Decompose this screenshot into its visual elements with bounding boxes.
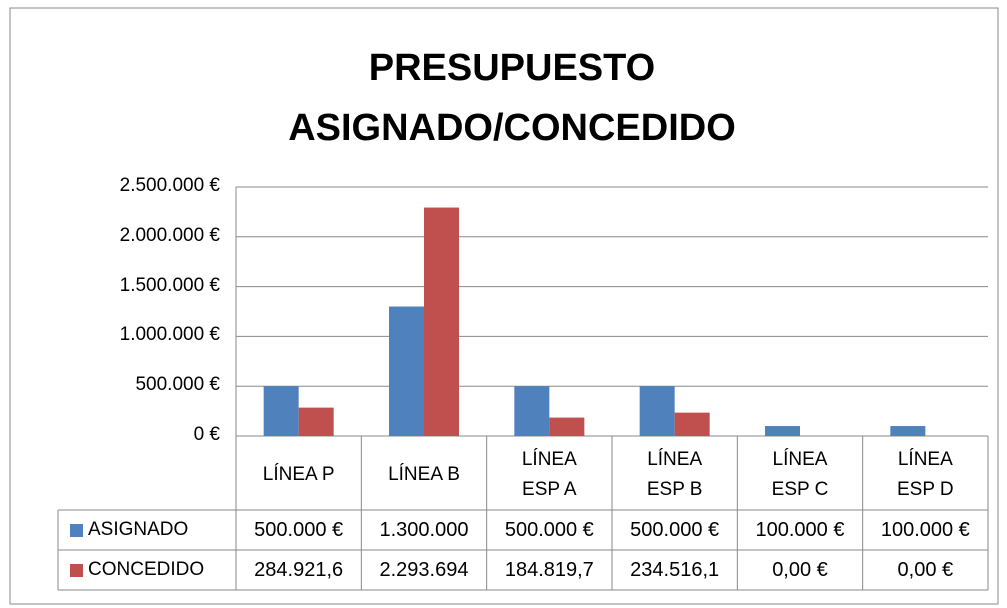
bar bbox=[765, 426, 800, 436]
bar bbox=[389, 306, 424, 436]
data-label: 234.516,1 bbox=[630, 559, 720, 581]
legend-label: ASIGNADO bbox=[88, 519, 189, 540]
legend-label: CONCEDIDO bbox=[88, 559, 205, 580]
x-tick-label: LÍNEA P bbox=[262, 464, 335, 485]
data-label: 184.819,7 bbox=[504, 559, 594, 581]
x-tick-label: LÍNEA ESP B bbox=[646, 449, 703, 500]
y-tick-label: 1.500.000 € bbox=[119, 274, 220, 296]
data-label: 100.000 € bbox=[880, 519, 970, 541]
y-tick-label: 2.500.000 € bbox=[119, 175, 220, 196]
x-tick-label: LÍNEA B bbox=[388, 464, 460, 485]
x-tick-label: LÍNEA ESP A bbox=[521, 449, 577, 500]
bar bbox=[514, 386, 550, 436]
y-tick-label: 2.000.000 € bbox=[119, 224, 220, 246]
data-label: 1.300.000 bbox=[379, 519, 469, 541]
legend-key bbox=[70, 524, 83, 537]
y-tick-label: 0 € bbox=[193, 424, 220, 445]
bar bbox=[674, 412, 710, 436]
data-label: 2.293.694 bbox=[379, 559, 469, 581]
y-tick-label: 500.000 € bbox=[135, 374, 220, 396]
data-label: 284.921,6 bbox=[254, 559, 344, 581]
data-label: 500.000 € bbox=[504, 519, 594, 541]
y-tick-label: 1.000.000 € bbox=[119, 324, 220, 346]
bar bbox=[424, 207, 459, 436]
chart-border bbox=[9, 7, 999, 605]
data-label: 0,00 € bbox=[772, 559, 828, 581]
bar bbox=[639, 386, 675, 436]
chart-title: PRESUPUESTO ASIGNADO/CONCEDIDO bbox=[288, 47, 736, 149]
data-label: 0,00 € bbox=[897, 559, 954, 581]
data-label: 500.000 € bbox=[254, 519, 344, 541]
data-label: 100.000 € bbox=[755, 519, 845, 541]
bar bbox=[549, 417, 585, 436]
x-tick-label: LÍNEA ESP D bbox=[896, 449, 954, 500]
legend-key bbox=[70, 564, 83, 577]
bar bbox=[298, 407, 334, 436]
bar bbox=[263, 386, 299, 436]
bar bbox=[890, 426, 926, 436]
data-label: 500.000 € bbox=[630, 519, 720, 541]
x-tick-label: LÍNEA ESP C bbox=[771, 449, 829, 500]
